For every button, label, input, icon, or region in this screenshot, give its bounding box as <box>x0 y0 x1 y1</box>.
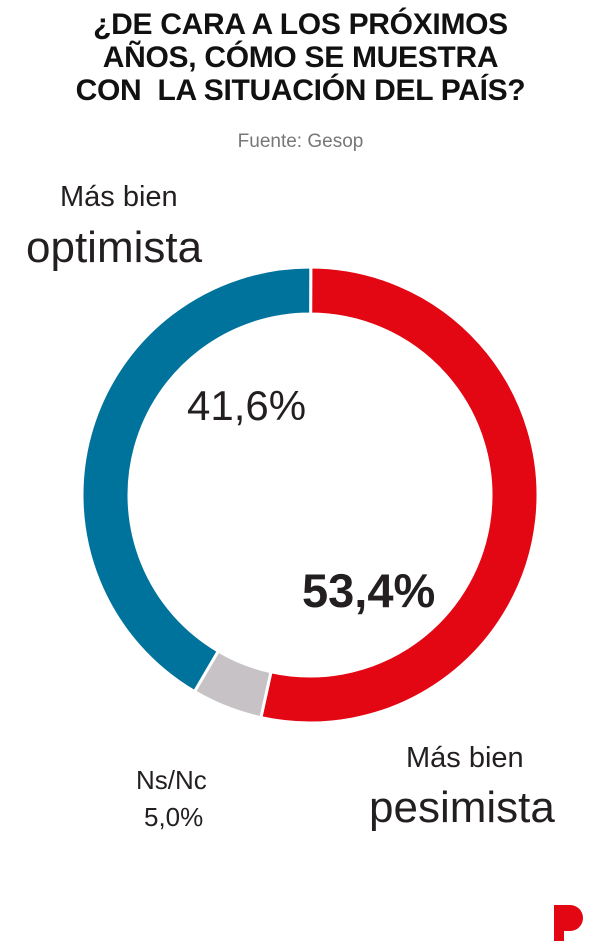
title-line: AÑOS, CÓMO SE MUESTRA <box>102 41 499 74</box>
title-line: ¿DE CARA A LOS PRÓXIMOS <box>93 8 508 41</box>
donut-slice-optimista <box>80 265 313 694</box>
chart-title: ¿DE CARA A LOS PRÓXIMOS AÑOS, CÓMO SE MU… <box>0 8 601 107</box>
brand-logo <box>554 905 583 941</box>
pesimista-value-label: 53,4% <box>302 564 436 617</box>
title-line: CON LA SITUACIÓN DEL PAÍS? <box>75 74 526 107</box>
optimista-value-label: 41,6% <box>187 382 307 429</box>
pesimista-label-top: Más bien <box>406 742 524 774</box>
optimista-label-main: optimista <box>26 223 203 272</box>
optimista-label-top: Más bien <box>60 181 178 213</box>
donut-slice-pesimista <box>259 265 540 725</box>
pesimista-label-main: pesimista <box>369 783 555 832</box>
nsnc-value-label: 5,0% <box>144 802 204 832</box>
nsnc-label: Ns/Nc <box>136 765 207 795</box>
source-note: Fuente: Gesop <box>237 131 364 152</box>
